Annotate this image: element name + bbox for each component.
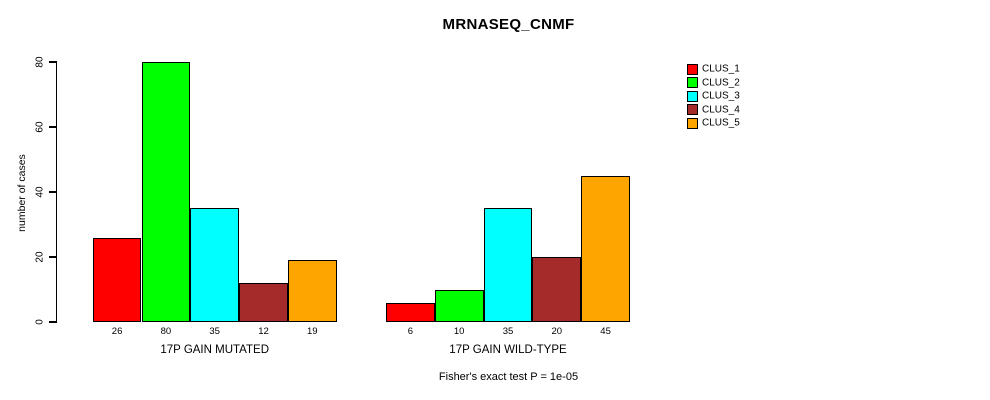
y-tick-mark (48, 126, 56, 128)
legend-label-clus_1: CLUS_1 (702, 63, 740, 75)
y-tick-label: 20 (34, 251, 46, 263)
y-tick-mark (48, 256, 56, 258)
y-axis-label: number of cases (16, 154, 28, 232)
y-axis-line (55, 61, 57, 323)
y-tick-mark (48, 61, 56, 63)
legend-swatch-clus_5 (687, 117, 698, 129)
bar-value-label: 26 (111, 326, 123, 337)
y-tick-mark (48, 321, 56, 323)
bar-value-label: 20 (551, 326, 563, 337)
bar-clus_5 (581, 175, 630, 322)
legend-label-clus_5: CLUS_5 (702, 117, 740, 129)
legend-label-clus_2: CLUS_2 (702, 77, 740, 89)
bar-value-label: 12 (258, 326, 269, 337)
bar-value-label: 80 (160, 326, 172, 337)
bar-value-label: 19 (307, 326, 318, 337)
bar-clus_1 (92, 237, 142, 322)
x-group-label: 17P GAIN WILD-TYPE (449, 344, 567, 356)
bar-clus_1 (386, 302, 435, 322)
legend-label-clus_4: CLUS_4 (702, 104, 740, 116)
stat-test-caption: Fisher's exact test P = 1e-05 (438, 371, 579, 383)
y-tick-label: 60 (34, 121, 46, 133)
legend-label-clus_3: CLUS_3 (702, 90, 740, 102)
bar-value-label: 35 (502, 326, 514, 337)
bar-clus_4 (239, 283, 288, 322)
y-tick-label: 40 (34, 186, 46, 198)
bar-clus_2 (434, 289, 484, 322)
bar-value-label: 10 (453, 326, 465, 337)
bar-clus_4 (532, 257, 582, 322)
y-tick-mark (48, 191, 56, 193)
legend-swatch-clus_1 (687, 63, 698, 75)
bar-clus_2 (141, 62, 191, 322)
y-tick-label: 80 (34, 56, 46, 68)
bar-value-label: 45 (600, 326, 611, 337)
y-tick-label: 0 (34, 319, 46, 325)
bar-value-label: 35 (209, 326, 220, 337)
legend-swatch-clus_4 (687, 104, 698, 116)
bar-clus_3 (190, 208, 240, 322)
legend-swatch-clus_2 (687, 77, 698, 89)
legend-swatch-clus_3 (687, 90, 698, 102)
chart-title: MRNASEQ_CNMF (442, 16, 575, 33)
bar-clus_5 (287, 260, 337, 322)
bar-value-label: 6 (407, 326, 414, 337)
x-group-label: 17P GAIN MUTATED (160, 344, 270, 356)
bar-clus_3 (483, 208, 533, 322)
